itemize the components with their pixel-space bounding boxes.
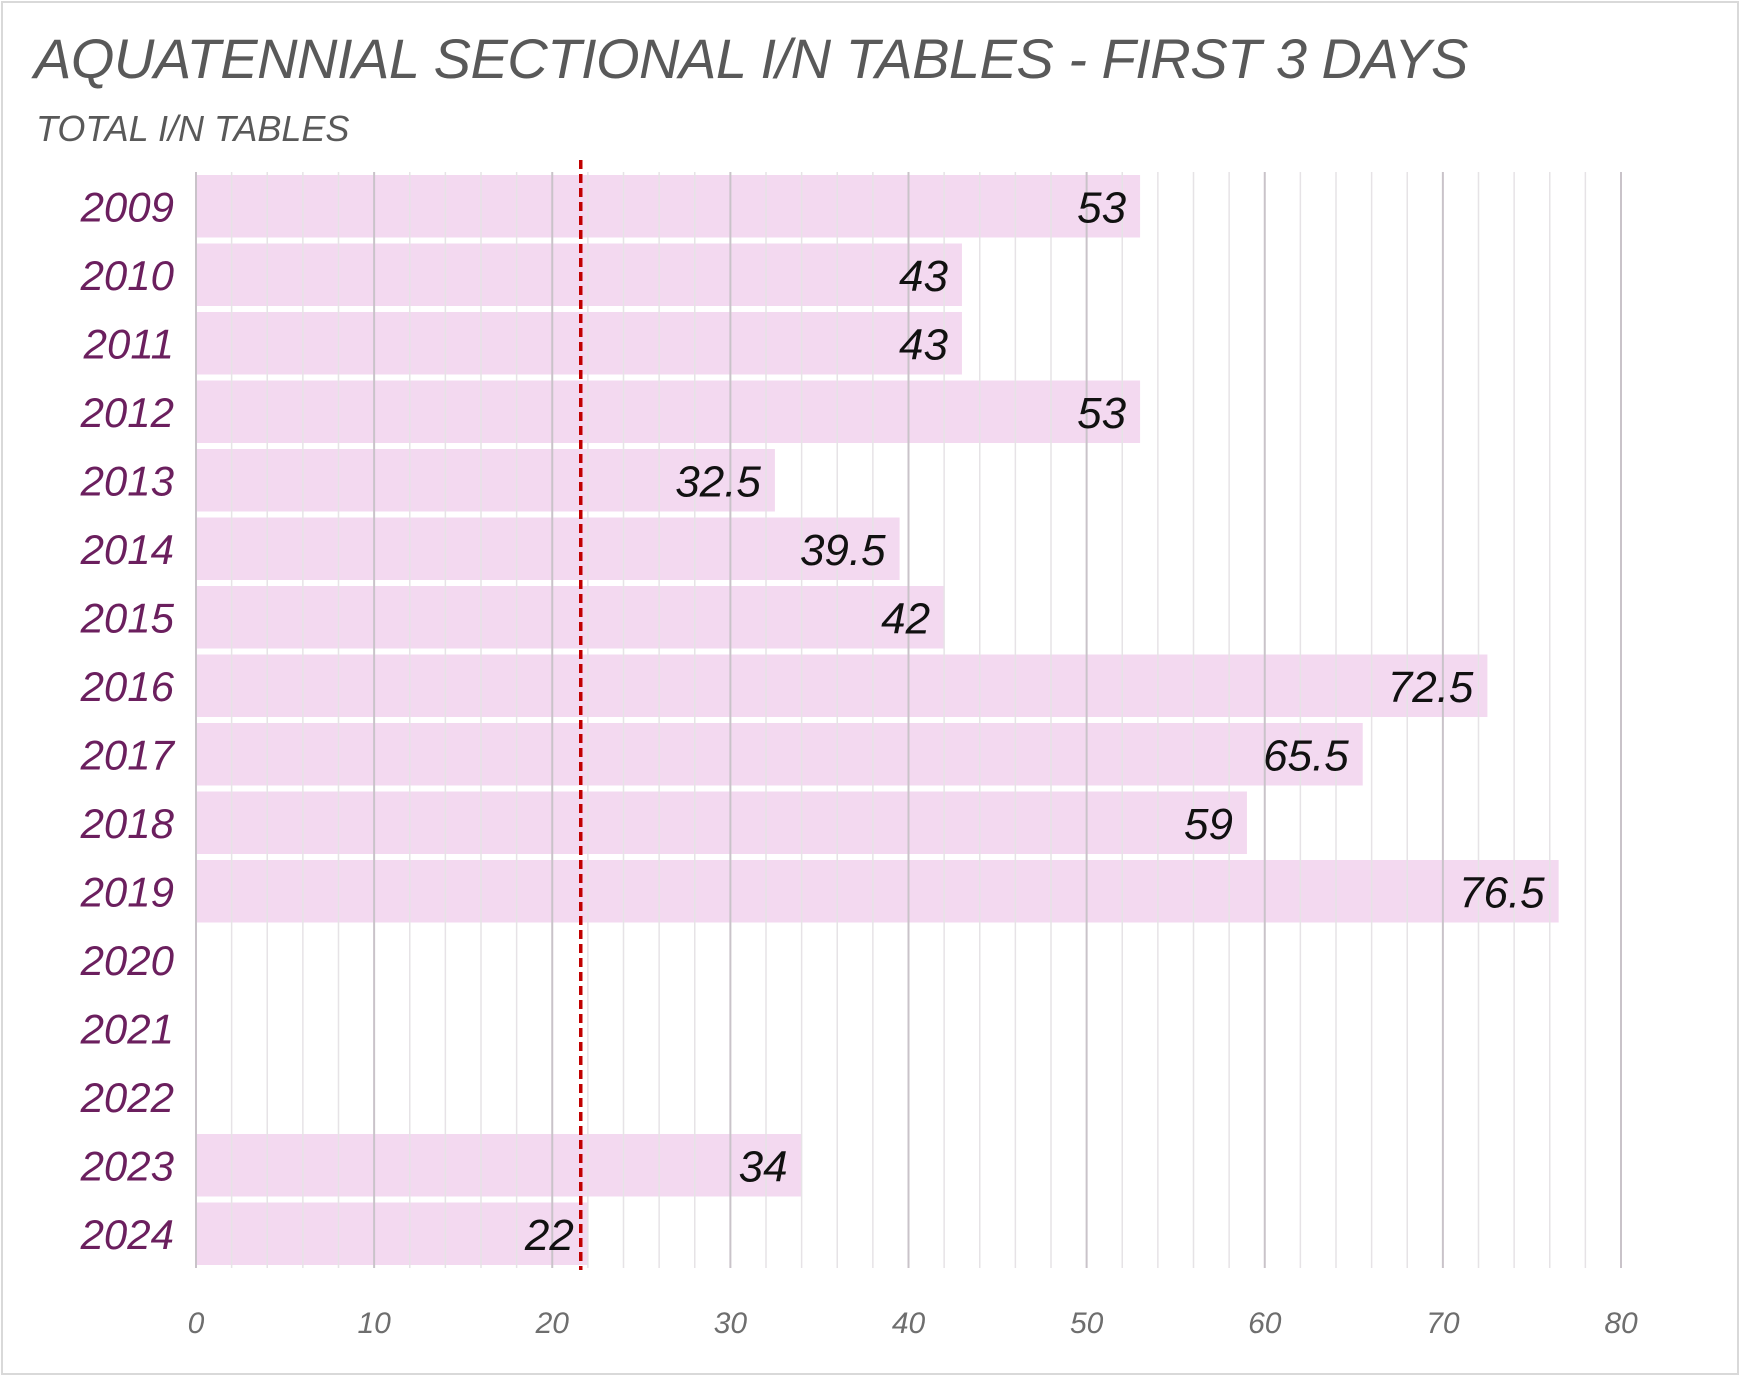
bar-2019 — [196, 860, 1559, 923]
data-label-2009: 53 — [1077, 183, 1126, 232]
bar-2024 — [196, 1202, 588, 1265]
bar-2017 — [196, 723, 1363, 786]
data-label-2011: 43 — [899, 320, 948, 369]
bar-2010 — [196, 243, 962, 306]
x-tick-label-40: 40 — [892, 1307, 926, 1340]
chart-subtitle: TOTAL I/N TABLES — [36, 108, 350, 149]
bar-2016 — [196, 654, 1488, 717]
data-label-2017: 65.5 — [1263, 731, 1349, 780]
category-label-2012: 2012 — [80, 389, 174, 436]
x-tick-label-70: 70 — [1426, 1307, 1460, 1340]
category-label-2016: 2016 — [80, 663, 175, 710]
x-tick-label-30: 30 — [714, 1307, 748, 1340]
category-label-2017: 2017 — [80, 731, 176, 778]
data-label-2019: 76.5 — [1459, 868, 1545, 917]
bar-2012 — [196, 380, 1141, 443]
data-label-2023: 34 — [739, 1142, 788, 1191]
x-tick-label-50: 50 — [1070, 1307, 1104, 1340]
data-label-2018: 59 — [1184, 800, 1233, 849]
category-label-2019: 2019 — [80, 868, 174, 915]
category-label-2021: 2021 — [80, 1005, 174, 1052]
category-label-2014: 2014 — [80, 526, 174, 573]
x-tick-label-60: 60 — [1248, 1307, 1282, 1340]
category-label-2020: 2020 — [80, 937, 175, 984]
category-label-2022: 2022 — [80, 1074, 174, 1121]
category-label-2018: 2018 — [80, 800, 175, 847]
bar-2013 — [196, 449, 775, 512]
category-label-2011: 2011 — [83, 320, 174, 367]
chart-title: AQUATENNIAL SECTIONAL I/N TABLES - FIRST… — [34, 27, 1468, 90]
bar-2014 — [196, 517, 900, 580]
category-label-2010: 2010 — [80, 252, 175, 299]
bar-2011 — [196, 312, 962, 375]
bar-2023 — [196, 1134, 802, 1197]
category-label-2015: 2015 — [80, 594, 175, 641]
category-label-2023: 2023 — [80, 1142, 174, 1189]
data-label-2016: 72.5 — [1388, 663, 1474, 712]
data-label-2013: 32.5 — [675, 457, 761, 506]
x-tick-label-20: 20 — [535, 1307, 570, 1340]
category-label-2024: 2024 — [80, 1211, 174, 1258]
data-label-2014: 39.5 — [800, 526, 886, 575]
data-label-2012: 53 — [1077, 389, 1126, 438]
bar-2015 — [196, 586, 945, 649]
x-tick-label-80: 80 — [1604, 1307, 1638, 1340]
x-tick-label-0: 0 — [188, 1307, 205, 1340]
x-tick-label-10: 10 — [357, 1307, 391, 1340]
data-label-2010: 43 — [899, 252, 948, 301]
category-label-2013: 2013 — [80, 457, 174, 504]
data-label-2024: 22 — [524, 1211, 574, 1260]
bar-2018 — [196, 791, 1247, 854]
category-label-2009: 2009 — [80, 183, 174, 230]
bar-2009 — [196, 175, 1141, 238]
data-label-2015: 42 — [881, 594, 930, 643]
